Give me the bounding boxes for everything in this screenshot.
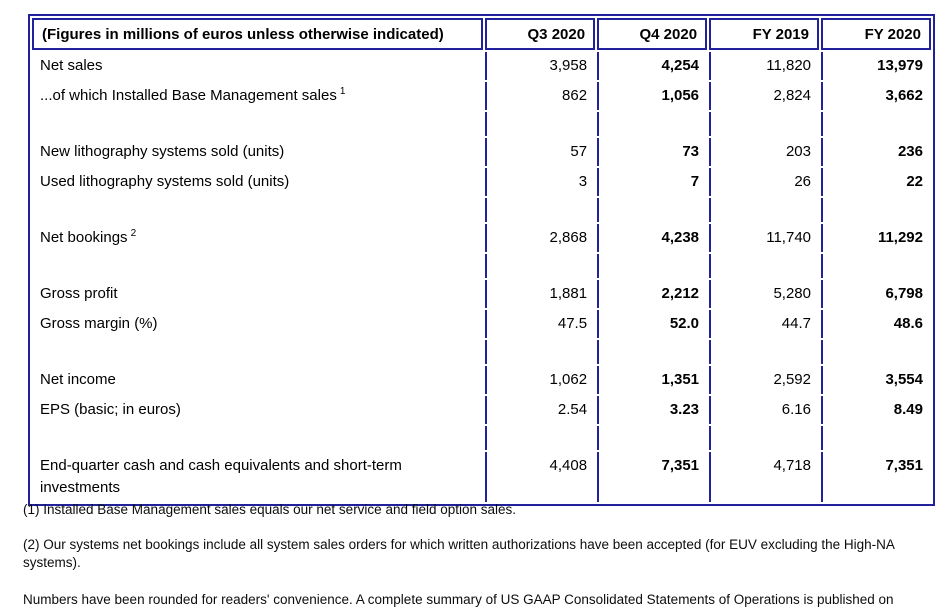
footnote-ref-2: 2 <box>130 228 137 239</box>
table-row-eps: EPS (basic; in euros) 2.54 3.23 6.16 8.4… <box>32 396 931 424</box>
cell-value: 26 <box>709 168 819 196</box>
cell-value: 13,979 <box>821 52 931 80</box>
cell-value: 11,292 <box>821 224 931 252</box>
row-label: EPS (basic; in euros) <box>40 401 181 418</box>
spacer-row <box>32 112 931 136</box>
row-label: Gross profit <box>40 285 118 302</box>
header-q4-2020: Q4 2020 <box>597 18 708 50</box>
cell-value: 3,958 <box>485 52 595 80</box>
cell-value: 48.6 <box>821 310 931 338</box>
cell-value: 3.23 <box>597 396 707 424</box>
row-label: Net income <box>40 371 116 388</box>
spacer-row <box>32 198 931 222</box>
table-row-ibm-sales: ...of which Installed Base Management sa… <box>32 82 931 110</box>
table-row-net-sales: Net sales 3,958 4,254 11,820 13,979 <box>32 52 931 80</box>
financial-results-table: (Figures in millions of euros unless oth… <box>28 14 935 506</box>
cell-value: 1,056 <box>597 82 707 110</box>
table-header-row: (Figures in millions of euros unless oth… <box>32 18 931 50</box>
cell-value: 2,212 <box>597 280 707 308</box>
cell-value: 4,718 <box>709 452 819 502</box>
header-fy-2019: FY 2019 <box>709 18 819 50</box>
table-row-net-income: Net income 1,062 1,351 2,592 3,554 <box>32 366 931 394</box>
row-label: Net bookings <box>40 229 128 246</box>
table-row-end-quarter-cash: End-quarter cash and cash equivalents an… <box>32 452 931 502</box>
header-fy-2020: FY 2020 <box>821 18 931 50</box>
cell-value: 236 <box>821 138 931 166</box>
cell-value: 1,881 <box>485 280 595 308</box>
cell-value: 203 <box>709 138 819 166</box>
cell-value: 11,820 <box>709 52 819 80</box>
cell-value: 6,798 <box>821 280 931 308</box>
table-row-new-litho-systems: New lithography systems sold (units) 57 … <box>32 138 931 166</box>
cell-value: 3,554 <box>821 366 931 394</box>
table-row-net-bookings: Net bookings 2 2,868 4,238 11,740 11,292 <box>32 224 931 252</box>
row-label: End-quarter cash and cash equivalents an… <box>40 457 402 496</box>
cell-value: 862 <box>485 82 595 110</box>
table-row-gross-margin: Gross margin (%) 47.5 52.0 44.7 48.6 <box>32 310 931 338</box>
cell-value: 6.16 <box>709 396 819 424</box>
spacer-row <box>32 426 931 450</box>
cell-value: 1,351 <box>597 366 707 394</box>
cell-value: 2,868 <box>485 224 595 252</box>
cell-value: 1,062 <box>485 366 595 394</box>
cell-value: 8.49 <box>821 396 931 424</box>
cell-value: 47.5 <box>485 310 595 338</box>
cell-value: 4,238 <box>597 224 707 252</box>
table-row-gross-profit: Gross profit 1,881 2,212 5,280 6,798 <box>32 280 931 308</box>
cell-value: 57 <box>485 138 595 166</box>
cell-value: 4,408 <box>485 452 595 502</box>
cell-value: 4,254 <box>597 52 707 80</box>
cell-value: 7 <box>597 168 707 196</box>
cell-value: 3 <box>485 168 595 196</box>
header-figures-label: (Figures in millions of euros unless oth… <box>32 18 484 50</box>
cell-value: 11,740 <box>709 224 819 252</box>
footnote-2: (2) Our systems net bookings include all… <box>23 537 895 570</box>
cell-value: 44.7 <box>709 310 819 338</box>
table-row-used-litho-systems: Used lithography systems sold (units) 3 … <box>32 168 931 196</box>
cell-value: 2,824 <box>709 82 819 110</box>
header-q3-2020: Q3 2020 <box>485 18 596 50</box>
cell-value: 22 <box>821 168 931 196</box>
rounding-note: Numbers have been rounded for readers' c… <box>23 592 894 607</box>
cell-value: 73 <box>597 138 707 166</box>
row-label: Used lithography systems sold (units) <box>40 173 290 190</box>
spacer-row <box>32 254 931 278</box>
row-label: New lithography systems sold (units) <box>40 143 285 160</box>
row-label: Net sales <box>40 57 103 74</box>
footnotes: (1) Installed Base Management sales equa… <box>23 492 944 616</box>
spacer-row <box>32 340 931 364</box>
footnote-ref-1: 1 <box>339 86 346 97</box>
footnote-1: (1) Installed Base Management sales equa… <box>23 502 517 517</box>
cell-value: 5,280 <box>709 280 819 308</box>
row-label: ...of which Installed Base Management sa… <box>40 87 337 104</box>
cell-value: 7,351 <box>597 452 707 502</box>
cell-value: 2.54 <box>485 396 595 424</box>
cell-value: 7,351 <box>821 452 931 502</box>
cell-value: 2,592 <box>709 366 819 394</box>
row-label: Gross margin (%) <box>40 315 158 332</box>
cell-value: 52.0 <box>597 310 707 338</box>
cell-value: 3,662 <box>821 82 931 110</box>
